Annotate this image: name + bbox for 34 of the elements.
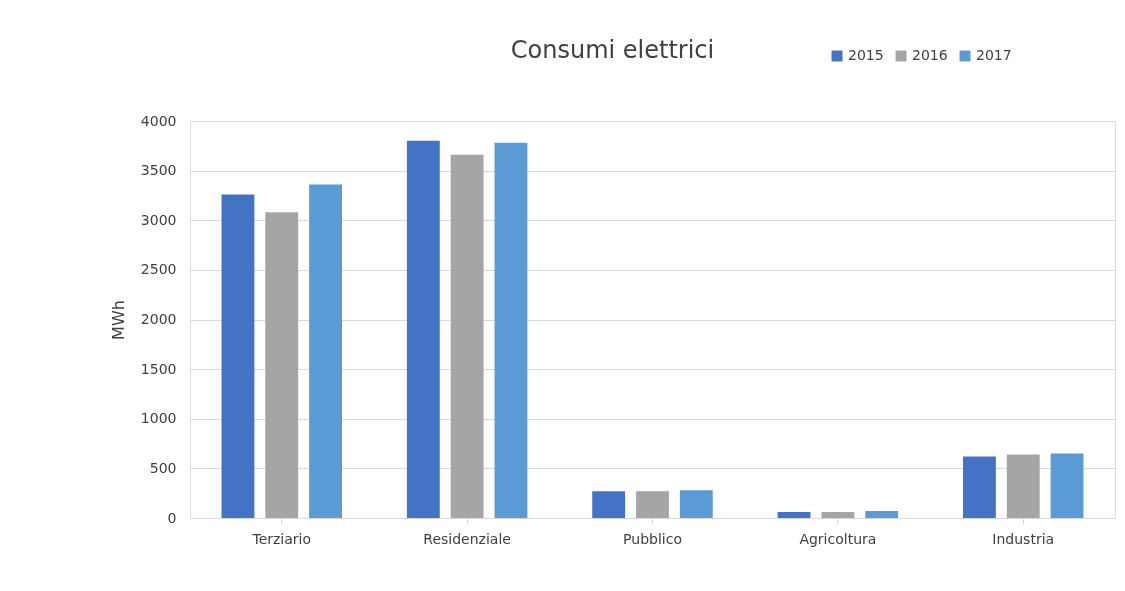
bar [406,140,440,518]
legend-label: 2016 [912,47,948,63]
y-tick-label: 4000 [140,112,177,129]
bar [592,491,626,518]
bar [679,490,713,518]
x-tick-label: Industria [992,530,1055,547]
bar [636,491,669,518]
bar [450,154,484,518]
bar [865,511,899,518]
y-tick-label: 1500 [140,360,177,377]
y-tick-label: 2500 [140,261,177,278]
y-tick-label: 3000 [140,211,177,228]
x-tick-label: Residenziale [423,530,511,547]
x-tick-label: Agricoltura [799,530,877,547]
y-axis-title: MWh [108,300,128,340]
chart-title: Consumi elettrici [510,36,715,64]
y-tick-label: 3500 [140,162,177,179]
bar [265,212,299,518]
x-tick-label: Terziario [251,530,312,547]
bar [963,456,996,518]
x-tick-label: Pubblico [623,530,682,547]
y-tick-label: 2000 [140,311,177,327]
legend-label: 2017 [976,47,1012,63]
bar [1050,453,1084,518]
bar [494,142,528,518]
bar [777,512,811,518]
bar [821,512,855,518]
y-tick-label: 0 [167,509,177,526]
y-tick-label: 1000 [140,410,177,427]
legend-label: 2015 [848,47,884,63]
bar [221,194,255,518]
bar [1006,454,1040,518]
bar [309,184,342,518]
y-tick-label: 500 [149,459,177,476]
